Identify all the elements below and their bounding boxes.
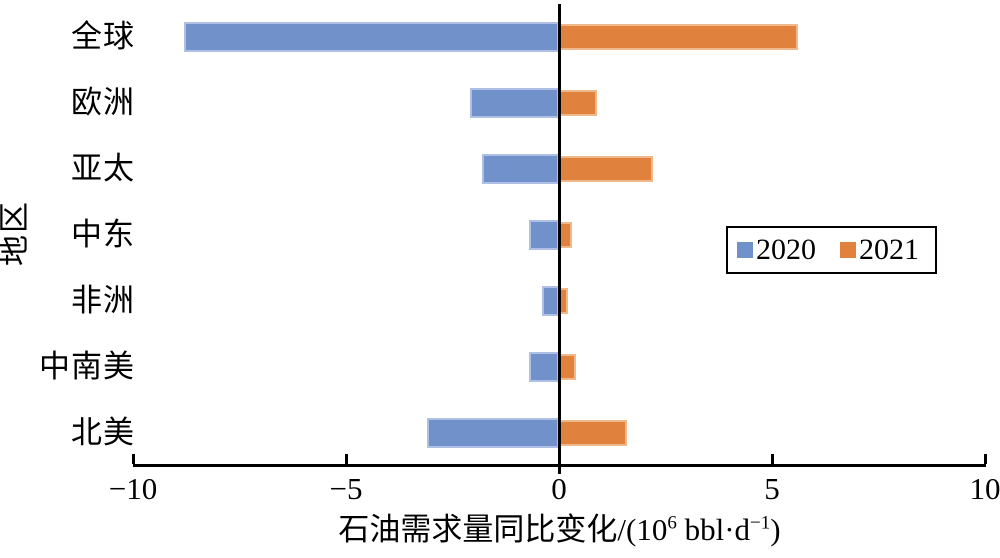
legend-label-2021: 2021 [859, 233, 919, 266]
bar-2021-欧洲 [559, 90, 598, 116]
x-axis-title-mid: bbl·d [676, 512, 751, 547]
bar-2020-中东 [529, 220, 559, 250]
x-axis-title-exponent-2: −1 [750, 512, 771, 534]
y-category-label-亚太: 亚太 [71, 151, 135, 186]
legend-item-2021: 2021 [840, 233, 919, 267]
x-tick-label-0: 0 [551, 471, 567, 506]
legend-swatch-2020 [737, 242, 753, 258]
bar-2020-全球 [184, 22, 559, 52]
y-category-label-全球: 全球 [71, 19, 135, 54]
y-category-label-中东: 中东 [71, 217, 135, 252]
legend: 2020 2021 [726, 226, 937, 274]
legend-swatch-2021 [840, 242, 856, 258]
x-tick-label--10: −10 [108, 471, 158, 506]
bar-2020-亚太 [482, 154, 559, 184]
x-tick-label--5: −5 [329, 471, 363, 506]
x-tick-label-10: 10 [969, 471, 1000, 506]
bar-2020-中南美 [529, 352, 559, 382]
x-axis-title: 石油需求量同比变化/(106 bbl·d−1) [133, 510, 986, 550]
zero-baseline [557, 4, 561, 474]
y-category-label-欧洲: 欧洲 [71, 85, 135, 120]
x-tick-5 [770, 454, 774, 464]
y-category-label-非洲: 非洲 [71, 283, 135, 318]
bar-2021-中南美 [559, 354, 577, 380]
legend-item-2020: 2020 [737, 233, 816, 267]
x-tick--10 [131, 454, 135, 464]
bar-2020-非洲 [541, 286, 559, 316]
bar-2021-亚太 [559, 156, 653, 182]
y-category-label-中南美: 中南美 [39, 349, 135, 384]
x-tick-10 [983, 454, 987, 464]
bar-2021-全球 [559, 24, 798, 50]
x-axis-title-post: ) [770, 512, 781, 547]
y-category-label-北美: 北美 [71, 415, 135, 450]
x-tick-label-5: 5 [764, 471, 780, 506]
bar-2021-北美 [559, 420, 628, 446]
bar-2020-北美 [426, 418, 559, 448]
x-tick--5 [344, 454, 348, 464]
legend-label-2020: 2020 [756, 233, 816, 266]
bar-2020-欧洲 [469, 88, 559, 118]
x-axis-title-exponent: 6 [667, 512, 677, 534]
bar-2021-中东 [559, 222, 572, 248]
x-axis-title-pre: 石油需求量同比变化/(10 [338, 512, 668, 547]
